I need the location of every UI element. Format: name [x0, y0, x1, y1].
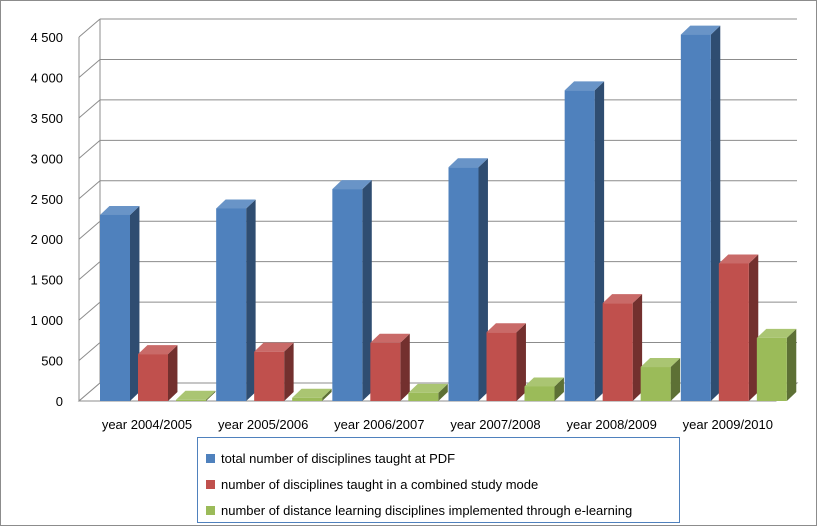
bar-1-4	[448, 167, 479, 401]
gridline-side	[78, 59, 101, 78]
bar-3-6	[756, 337, 787, 401]
y-tick-label: 2 500	[30, 192, 63, 207]
bar-2-2-side	[284, 342, 294, 401]
bar-1-5	[564, 90, 595, 402]
bar-3-5-top	[640, 358, 681, 368]
bar-3-5	[640, 367, 671, 401]
bar-2-3-top	[370, 333, 410, 343]
gridline-side	[78, 18, 101, 38]
bar-1-3	[332, 189, 363, 401]
bar-2-5	[602, 303, 633, 401]
legend-swatch-series-1	[206, 453, 215, 463]
bar-1-2-side	[246, 199, 256, 401]
legend: total number of disciplines taught at PD…	[197, 437, 680, 523]
bar-3-4-side	[554, 377, 564, 401]
bar-3-3	[408, 392, 439, 401]
bar-2-2	[254, 351, 285, 401]
x-tick-label: year 2009/2010	[683, 417, 773, 432]
bar-2-3-side	[400, 333, 410, 401]
bar-1-4-side	[478, 158, 488, 401]
x-tick-label: year 2007/2008	[450, 417, 540, 432]
chart-plot: 0 500 1 000 1 500 2 000 2 500 3 000 3 500 4 000 4…	[30, 18, 799, 432]
bar-3-1-top	[176, 390, 216, 400]
legend-swatch-series-2	[206, 479, 215, 489]
bar-2-5-top	[602, 294, 643, 304]
y-tick-label: 0	[56, 394, 63, 409]
y-tick-label: 4 500	[30, 30, 63, 45]
gridline-side	[78, 220, 101, 240]
y-tick-label: 1 500	[30, 273, 63, 288]
gridline-side	[78, 301, 101, 321]
bar-2-4-side	[516, 323, 526, 401]
legend-item-series-3: number of distance learning disciplines …	[206, 502, 632, 518]
bar-1-5-top	[564, 81, 605, 91]
bar-1-2-top	[216, 199, 256, 209]
bar-3-1	[176, 399, 206, 401]
bar-3-2-side	[322, 388, 332, 401]
bar-2-3	[370, 342, 401, 401]
bar-2-2-top	[254, 342, 294, 352]
bar-2-1-top	[138, 345, 178, 355]
bar-1-4-top	[448, 158, 488, 168]
bar-2-4-top	[486, 323, 526, 333]
x-tick-label: year 2006/2007	[334, 417, 424, 432]
legend-swatch-series-3	[206, 505, 215, 515]
bar-1-6	[680, 34, 711, 401]
bar-1-6-top	[680, 25, 721, 35]
y-tick-label: 4 000	[30, 70, 63, 85]
bar-3-1-side	[206, 390, 216, 401]
bar-3-3-top	[408, 383, 448, 393]
gridline-side	[78, 99, 101, 119]
bar-3-4-top	[524, 377, 564, 387]
bar-1-3-top	[332, 180, 372, 190]
bar-2-5-side	[632, 294, 643, 401]
bar-1-1-side	[130, 205, 140, 401]
bar-2-1-side	[168, 345, 178, 401]
bar-1-1	[100, 214, 130, 401]
bar-3-2	[292, 397, 323, 401]
y-tick-label: 500	[41, 354, 63, 369]
gridline-side	[78, 139, 101, 159]
y-tick-label: 2 000	[30, 232, 63, 247]
legend-label-series-3: number of distance learning disciplines …	[221, 502, 633, 518]
bar-3-2-top	[292, 388, 332, 398]
bar-3-5-side	[670, 358, 681, 401]
gridline-side	[78, 342, 101, 361]
x-tick-label: year 2004/2005	[102, 417, 192, 432]
bar-1-3-side	[362, 180, 372, 401]
y-tick-label: 3 000	[30, 151, 63, 166]
y-tick-label: 3 500	[30, 111, 63, 126]
gridline-side	[78, 180, 101, 200]
bar-3-3-side	[438, 383, 448, 401]
bar-2-6	[718, 263, 749, 401]
bar-1-5-side	[594, 81, 605, 402]
bar-2-1	[138, 354, 168, 401]
bar-2-6-side	[748, 254, 759, 401]
bar-3-6-top	[756, 328, 797, 338]
bar-3-6-side	[786, 328, 797, 401]
legend-item-series-1: total number of disciplines taught at PD…	[206, 450, 455, 466]
bar-1-6-side	[710, 25, 721, 401]
y-tick-label: 1 000	[30, 313, 63, 328]
bar-3-4	[524, 386, 555, 401]
legend-label-series-2: number of disciplines taught in a combin…	[221, 476, 539, 492]
bar-2-6-top	[718, 254, 759, 264]
legend-label-series-1: total number of disciplines taught at PD…	[221, 450, 456, 466]
x-tick-label: year 2005/2006	[218, 417, 308, 432]
x-tick-label: year 2008/2009	[566, 417, 656, 432]
bar-1-1-top	[100, 205, 140, 215]
gridline-side	[78, 261, 101, 281]
bar-1-2	[216, 208, 247, 401]
bar-2-4	[486, 332, 517, 401]
legend-item-series-2: number of disciplines taught in a combin…	[206, 476, 538, 492]
